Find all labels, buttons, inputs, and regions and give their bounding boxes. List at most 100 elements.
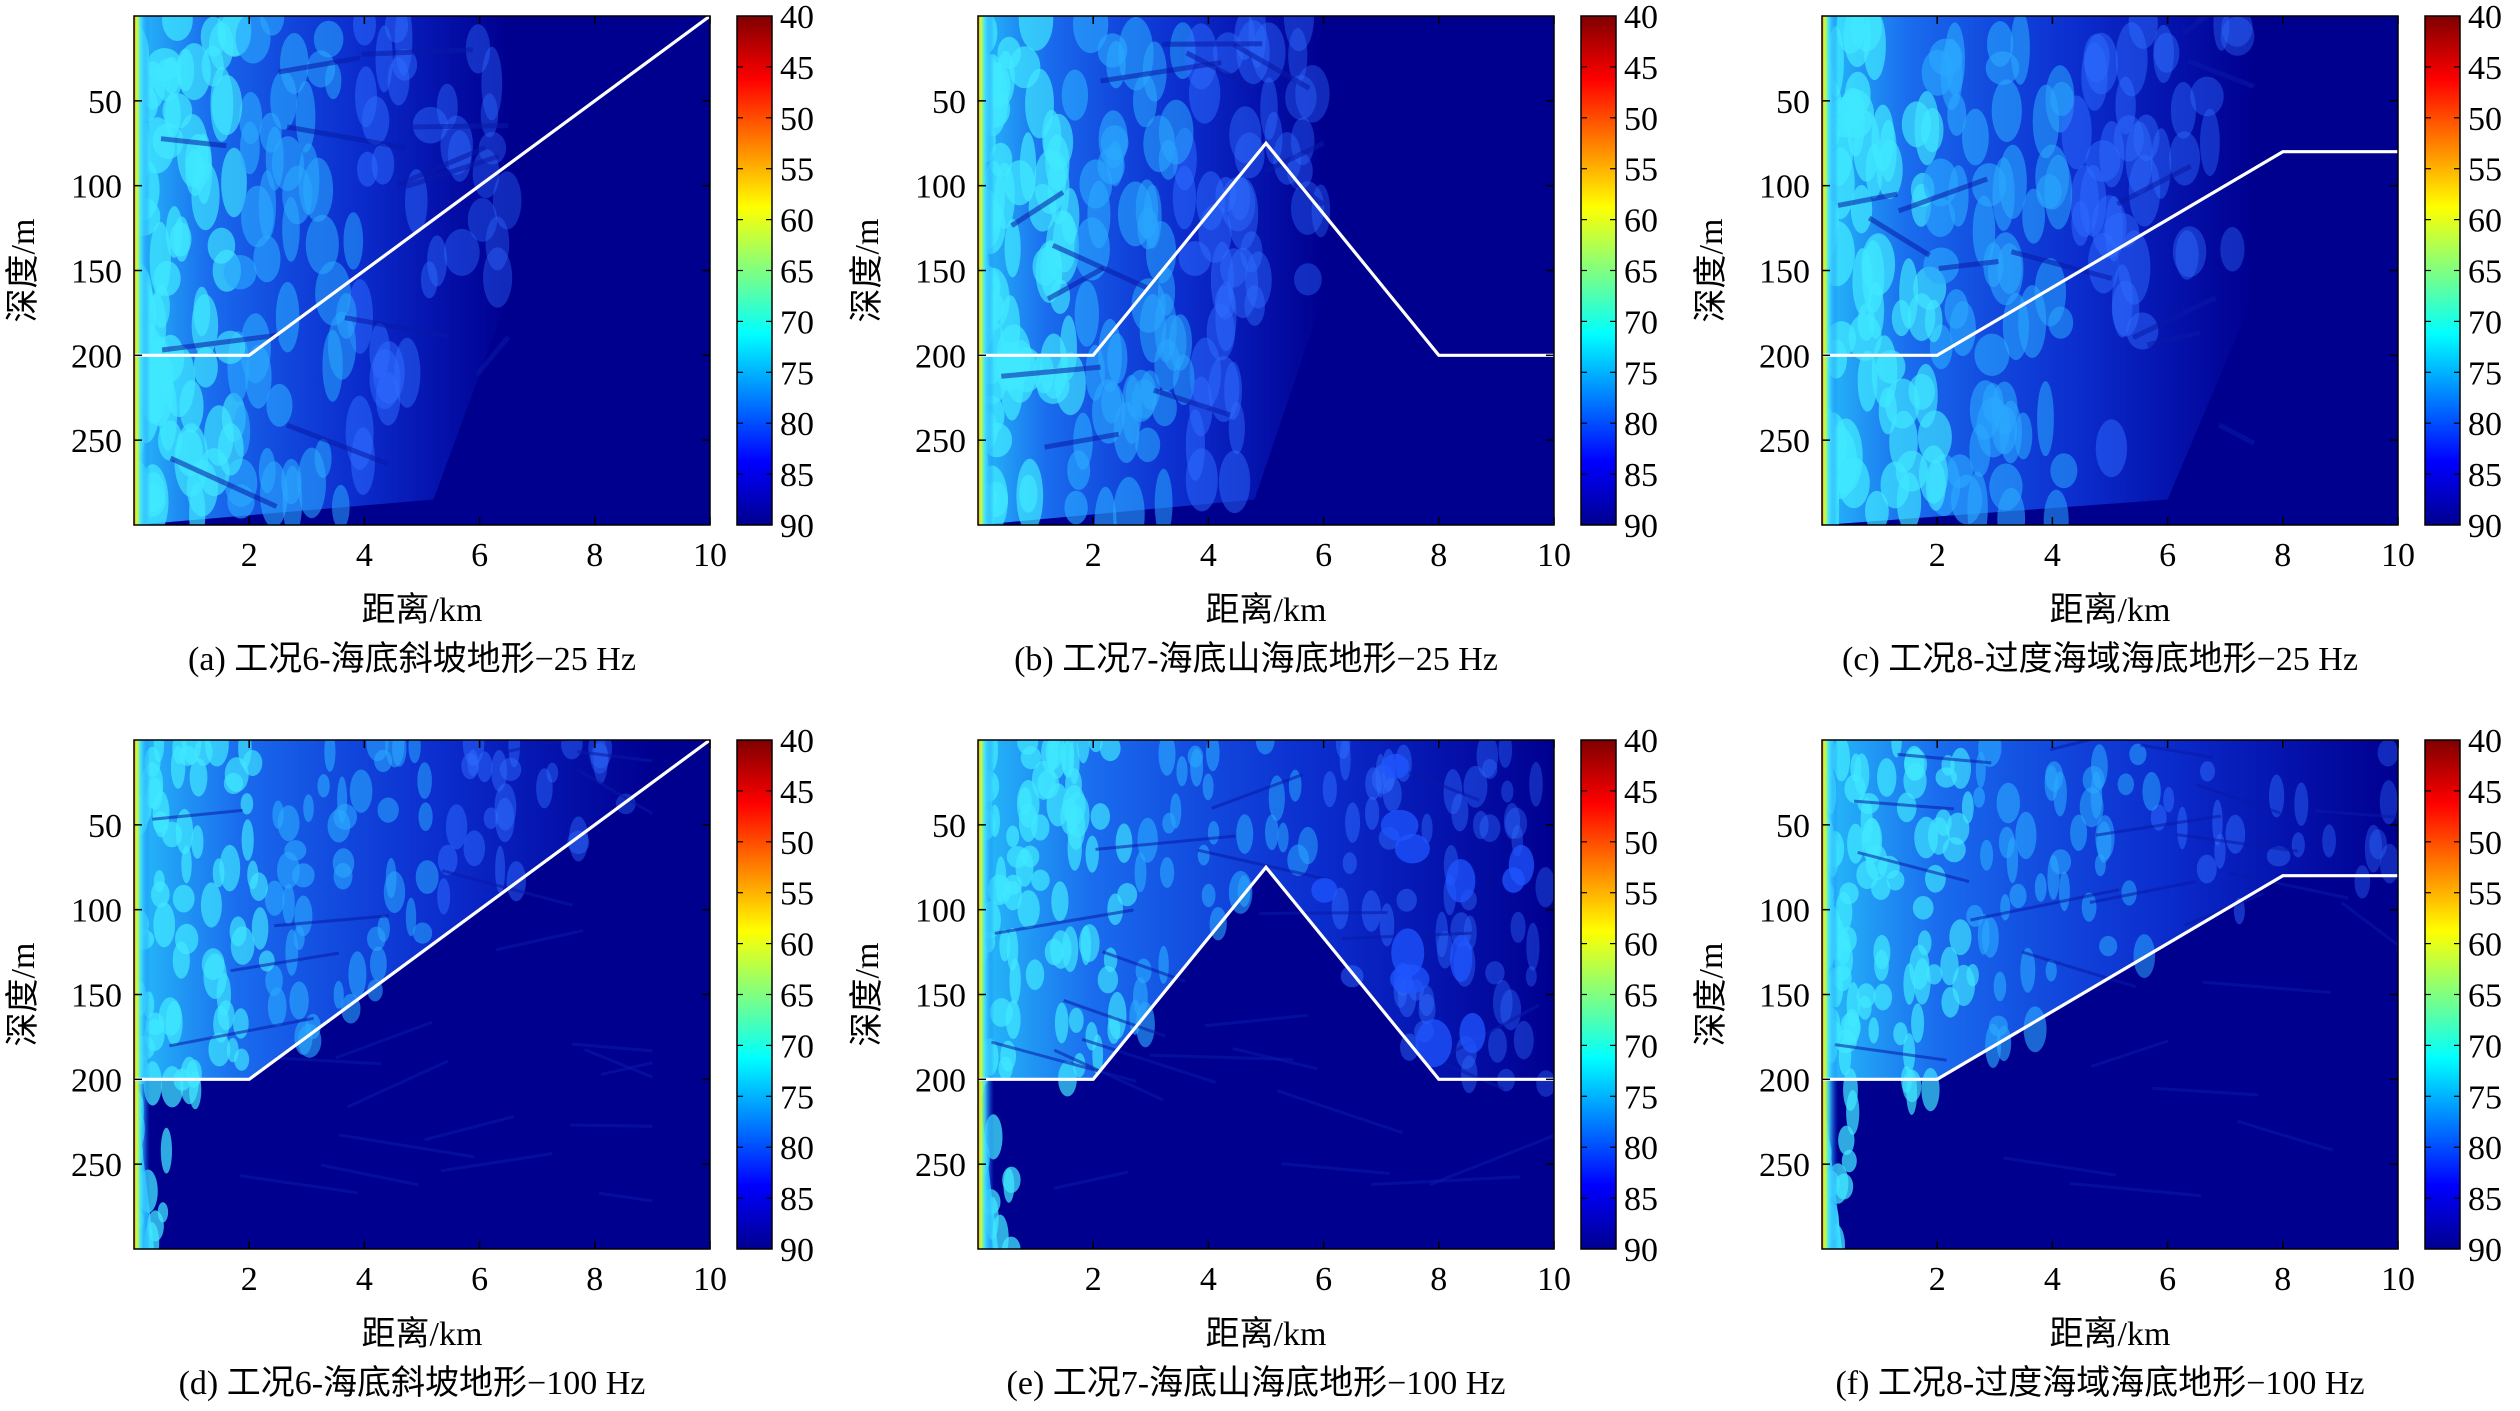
field-blob — [194, 740, 213, 766]
field-blob — [1002, 1166, 1021, 1194]
field-blob — [1473, 810, 1489, 840]
field-blob — [244, 344, 272, 409]
field-blob — [2200, 761, 2215, 782]
field-blob — [1206, 303, 1236, 361]
field-striation — [2090, 1039, 2169, 1068]
field-blob — [1839, 882, 1859, 905]
field-blob — [1841, 1149, 1857, 1173]
field-blob — [1185, 448, 1218, 512]
field-striation — [1051, 243, 1150, 291]
field-blob — [303, 794, 314, 823]
colorbar-tick-label: 60 — [780, 203, 814, 240]
field-blob — [1113, 476, 1145, 525]
field-blob — [1158, 945, 1169, 984]
field-striation — [440, 1152, 553, 1173]
field-blob — [1068, 1007, 1084, 1033]
field-blob — [253, 235, 281, 283]
field-blob — [189, 757, 208, 797]
field-blob — [483, 807, 499, 829]
field-blob — [437, 878, 451, 915]
x-tick-label: 6 — [471, 537, 488, 574]
field-blob — [1998, 826, 2015, 859]
field-blob — [1158, 740, 1176, 776]
colorbar: 40 45 50 55 60 65 70 75 80 85 90 — [1580, 723, 1658, 1269]
field-blob — [240, 185, 274, 248]
field-blob — [305, 214, 339, 275]
field-blob — [282, 465, 303, 525]
field-blob — [215, 330, 246, 364]
field-blob — [284, 840, 307, 861]
field-blob — [415, 860, 439, 894]
field-blob — [494, 783, 517, 831]
field-blob — [1981, 917, 1999, 958]
field-blob — [2163, 786, 2175, 813]
field-blob — [1206, 740, 1220, 772]
field-blob — [2170, 82, 2196, 139]
field-blob — [1005, 1000, 1021, 1040]
field-striation — [169, 455, 278, 509]
field-striation — [1053, 1170, 1129, 1190]
field-blob — [175, 809, 194, 855]
field-blob — [2380, 843, 2398, 884]
field-blob — [2099, 935, 2118, 957]
field-blob — [2322, 824, 2337, 858]
field-blob — [1962, 108, 1989, 166]
x-tick-label: 8 — [1430, 537, 1447, 574]
field-blob — [1283, 16, 1315, 52]
field-blob — [1009, 958, 1021, 1004]
field-blob — [1949, 919, 1972, 956]
field-blob — [2099, 121, 2125, 188]
field-blob — [1961, 791, 1974, 824]
field-blob — [2121, 880, 2137, 906]
field-blob — [1228, 401, 1245, 455]
y-tick-label: 50 — [88, 808, 122, 845]
field-blob — [172, 941, 190, 979]
field-blob — [463, 830, 486, 867]
field-blob — [1236, 20, 1270, 85]
field-blob — [1856, 983, 1876, 1008]
field-blob — [1060, 740, 1075, 776]
field-blob — [158, 997, 182, 1036]
field-striation — [338, 1133, 475, 1159]
field-striation — [1197, 848, 1331, 882]
field-blob — [420, 261, 438, 299]
field-striation — [1211, 773, 1303, 810]
field-blob — [1037, 769, 1060, 799]
field-blob — [1946, 454, 1974, 489]
colorbar-tick-label: 40 — [2468, 0, 2502, 36]
field-blob — [369, 349, 401, 410]
field-blob — [1032, 247, 1058, 286]
colorbar-tick-label: 60 — [1624, 203, 1658, 240]
field-blob — [2377, 740, 2398, 767]
field-blob — [1054, 1002, 1069, 1044]
field-striation — [1232, 42, 1311, 91]
field-blob — [2045, 761, 2064, 792]
field-blob — [179, 380, 204, 433]
field-blob — [332, 484, 350, 525]
heatmap-field — [978, 16, 1331, 525]
bathymetry-line — [978, 140, 1554, 357]
energy-region — [134, 740, 653, 1249]
field-blob — [1157, 267, 1176, 316]
field-blob — [1220, 248, 1248, 288]
colorbar-tick-label: 45 — [780, 50, 814, 87]
field-blob — [1840, 87, 1865, 128]
field-blob — [1838, 457, 1870, 509]
field-blob — [355, 66, 377, 128]
y-tick-label: 50 — [932, 84, 966, 121]
colorbar-tick-label: 60 — [2468, 927, 2502, 964]
x-tick-label: 6 — [471, 1261, 488, 1298]
field-blob — [495, 797, 515, 843]
field-blob — [1380, 809, 1419, 841]
field-striation — [1371, 1175, 1520, 1186]
field-blob — [1019, 474, 1038, 513]
x-tick-label: 6 — [2159, 1261, 2176, 1298]
field-blob — [1909, 944, 1930, 990]
field-blob — [1365, 767, 1382, 801]
panel-caption: (a) 工况6-海底斜坡地形−25 Hz — [188, 640, 636, 678]
field-blob — [1501, 780, 1514, 803]
field-blob — [353, 16, 376, 46]
field-blob — [2153, 24, 2175, 83]
colorbar-tick-label: 50 — [2468, 101, 2502, 138]
